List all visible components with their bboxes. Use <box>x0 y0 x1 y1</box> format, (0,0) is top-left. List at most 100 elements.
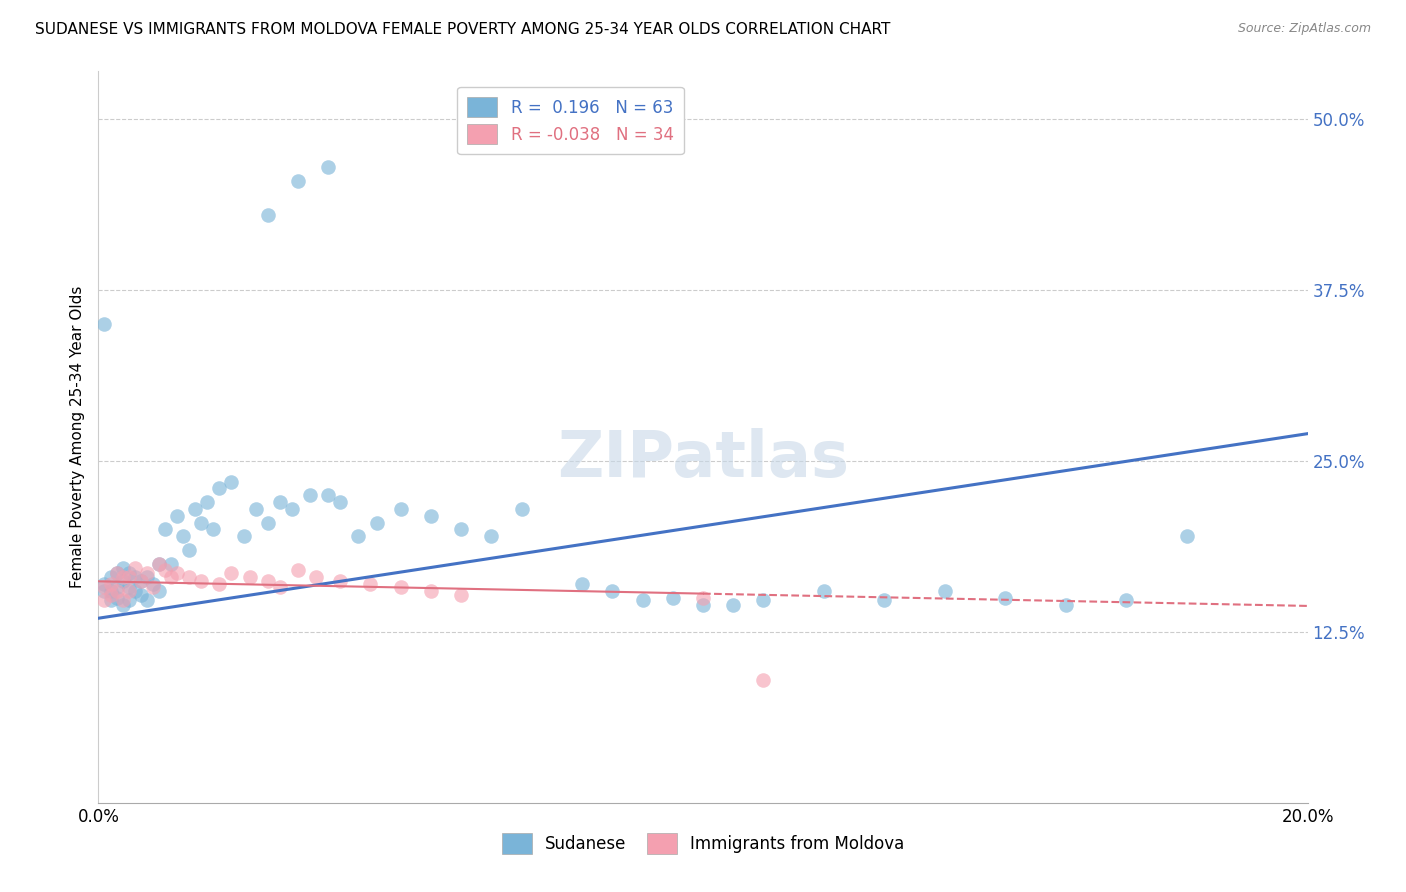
Point <box>269 495 291 509</box>
Point <box>1054 598 1077 612</box>
Point <box>934 583 956 598</box>
Point <box>118 570 141 584</box>
Point <box>221 566 243 581</box>
Point <box>256 208 278 222</box>
Point <box>93 318 115 332</box>
Point <box>142 580 165 594</box>
Point <box>256 574 278 589</box>
Point <box>105 583 128 598</box>
Point <box>692 591 714 605</box>
Point <box>299 488 322 502</box>
Point <box>281 501 304 516</box>
Point <box>93 580 115 594</box>
Point <box>752 593 775 607</box>
Point <box>316 488 339 502</box>
Point <box>93 593 115 607</box>
Point <box>148 583 170 598</box>
Point <box>135 566 157 581</box>
Point <box>245 501 267 516</box>
Point <box>1175 529 1198 543</box>
Point <box>111 574 134 589</box>
Point <box>160 557 183 571</box>
Legend: Sudanese, Immigrants from Moldova: Sudanese, Immigrants from Moldova <box>495 827 911 860</box>
Point <box>166 508 188 523</box>
Point <box>420 508 443 523</box>
Point <box>100 577 122 591</box>
Point <box>360 577 382 591</box>
Y-axis label: Female Poverty Among 25-34 Year Olds: Female Poverty Among 25-34 Year Olds <box>69 286 84 588</box>
Point <box>994 591 1017 605</box>
Point <box>450 588 472 602</box>
Point <box>723 598 745 612</box>
Point <box>510 501 533 516</box>
Point <box>111 598 134 612</box>
Point <box>661 591 683 605</box>
Point <box>129 574 152 589</box>
Point <box>208 481 231 495</box>
Point <box>111 570 134 584</box>
Point <box>184 501 207 516</box>
Point <box>153 563 176 577</box>
Point <box>1115 593 1137 607</box>
Point <box>135 570 157 584</box>
Point <box>481 529 503 543</box>
Text: SUDANESE VS IMMIGRANTS FROM MOLDOVA FEMALE POVERTY AMONG 25-34 YEAR OLDS CORRELA: SUDANESE VS IMMIGRANTS FROM MOLDOVA FEMA… <box>35 22 890 37</box>
Point <box>752 673 775 687</box>
Point <box>190 574 212 589</box>
Point <box>118 583 141 598</box>
Point <box>124 570 146 584</box>
Point <box>100 583 122 598</box>
Point <box>111 593 134 607</box>
Point <box>256 516 278 530</box>
Point <box>93 583 115 598</box>
Point <box>329 574 352 589</box>
Point <box>208 577 231 591</box>
Point <box>813 583 835 598</box>
Point <box>305 570 328 584</box>
Point <box>124 560 146 574</box>
Text: Source: ZipAtlas.com: Source: ZipAtlas.com <box>1237 22 1371 36</box>
Point <box>135 593 157 607</box>
Point <box>602 583 624 598</box>
Point <box>93 577 115 591</box>
Point <box>347 529 370 543</box>
Point <box>153 522 176 536</box>
Point <box>287 174 309 188</box>
Point <box>190 516 212 530</box>
Point <box>100 593 122 607</box>
Point <box>389 501 412 516</box>
Point <box>179 542 201 557</box>
Point <box>420 583 443 598</box>
Point <box>692 598 714 612</box>
Point <box>105 591 128 605</box>
Point <box>179 570 201 584</box>
Point <box>105 566 128 581</box>
Point <box>118 593 141 607</box>
Point <box>366 516 388 530</box>
Point <box>316 160 339 174</box>
Point <box>105 580 128 594</box>
Point <box>221 475 243 489</box>
Point <box>111 560 134 574</box>
Point <box>166 566 188 581</box>
Point <box>571 577 593 591</box>
Point <box>105 566 128 581</box>
Point <box>172 529 194 543</box>
Point <box>287 563 309 577</box>
Point <box>232 529 254 543</box>
Point <box>269 580 291 594</box>
Point <box>450 522 472 536</box>
Point <box>118 580 141 594</box>
Point <box>202 522 225 536</box>
Point <box>129 588 152 602</box>
Point <box>631 593 654 607</box>
Point <box>329 495 352 509</box>
Point <box>129 574 152 589</box>
Point <box>389 580 412 594</box>
Point <box>100 570 122 584</box>
Point <box>100 588 122 602</box>
Point <box>148 557 170 571</box>
Point <box>160 570 183 584</box>
Point <box>873 593 896 607</box>
Point <box>142 577 165 591</box>
